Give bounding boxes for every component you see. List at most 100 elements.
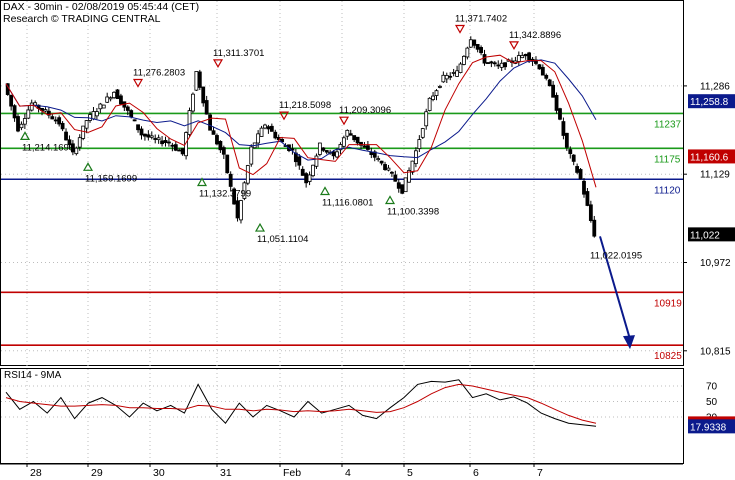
candle [355,136,360,144]
candle [112,91,116,99]
slow-ma-value: 11,258.8 [690,97,729,108]
candle [516,55,521,62]
pivot-low-marker [254,222,266,232]
x-tick-label: Feb [283,467,301,479]
candle [242,182,247,199]
rsi-title: RSI14 - 9MA [4,370,62,381]
candle [458,63,463,73]
candle [84,120,89,129]
candle [256,133,261,144]
candle [369,151,374,155]
pivot-low-label: 11,214.1699 [22,142,74,153]
candle [197,71,202,88]
slow-ma-value-box [688,94,735,109]
candle [16,116,20,132]
candle [304,173,309,184]
pivot-high-label: 11,276.2803 [133,68,185,79]
level-label: 11237 [654,119,682,130]
x-tick-label: 6 [473,467,479,479]
candle [215,135,219,145]
candle [537,64,542,70]
pivot-high-label: 11,342.8896 [509,30,561,41]
candle [239,200,243,221]
candle [376,158,381,161]
candle [568,149,573,155]
candle [314,155,319,167]
candle [321,147,326,151]
candle [125,106,130,111]
candle [441,74,446,83]
candle [407,170,411,183]
candle [139,128,144,136]
candle [108,97,113,100]
rsi-panel: RSI14 - 9MA [4,370,597,427]
candle [50,116,55,120]
candle [19,123,24,129]
level-label: 10825 [654,351,682,362]
candle [22,118,27,125]
candle [496,64,501,67]
candle [352,135,357,141]
candle [540,66,545,76]
candle [173,144,178,151]
fast-ma-value: 11,160.6 [690,152,729,163]
candle [225,154,230,174]
arrow-head [623,335,635,350]
candle [410,160,415,173]
grid [0,0,684,465]
candle [74,147,79,155]
candle [386,167,391,171]
candle [338,144,343,151]
candle [362,145,367,148]
candle [561,121,566,136]
candle [558,108,562,120]
candle [177,149,182,152]
candle [345,129,350,137]
candle [101,104,106,109]
projection-arrow [599,236,631,340]
pivot-low-label: 11,100.3398 [387,207,439,218]
candle [208,114,212,131]
pivot-high-label: 11,311.3701 [213,48,264,59]
candle [427,97,432,111]
x-tick-label: 30 [153,467,165,479]
candle [235,200,240,219]
candle [383,164,387,171]
candle [115,89,120,100]
candle [417,139,422,150]
pivot-high-label: 11,218.5098 [279,100,331,111]
candle [136,124,140,131]
candle [482,54,487,64]
rsi-tick-label: 50 [706,397,718,408]
candle [317,142,322,155]
candle [266,126,271,130]
x-tick-label: 31 [220,467,232,479]
candle [249,146,254,165]
candle [455,70,459,77]
candle [390,171,394,174]
candle [105,96,110,103]
candle [324,150,329,153]
candle [180,148,185,155]
candle [588,204,593,221]
candle [160,140,164,145]
candle [438,86,442,88]
candle [472,39,477,46]
candle [91,111,96,120]
pivot-low-marker [384,195,396,205]
candle [592,219,597,237]
pivot-high-label: 11,209.3096 [339,105,391,116]
candle [119,95,123,105]
candle [462,55,466,65]
pivot-high-marker [212,59,224,69]
pivot-low-marker [19,131,31,140]
candle [396,182,401,189]
y-tick-label: 11,129 [700,170,730,181]
candle [46,110,51,116]
candle [95,111,99,117]
candle [129,110,134,118]
pivot-low-label: 11,051.1104 [257,234,308,245]
y-tick-label: 11,286 [700,81,730,92]
candle [527,52,532,61]
current-price-value: 11,022 [690,230,720,241]
